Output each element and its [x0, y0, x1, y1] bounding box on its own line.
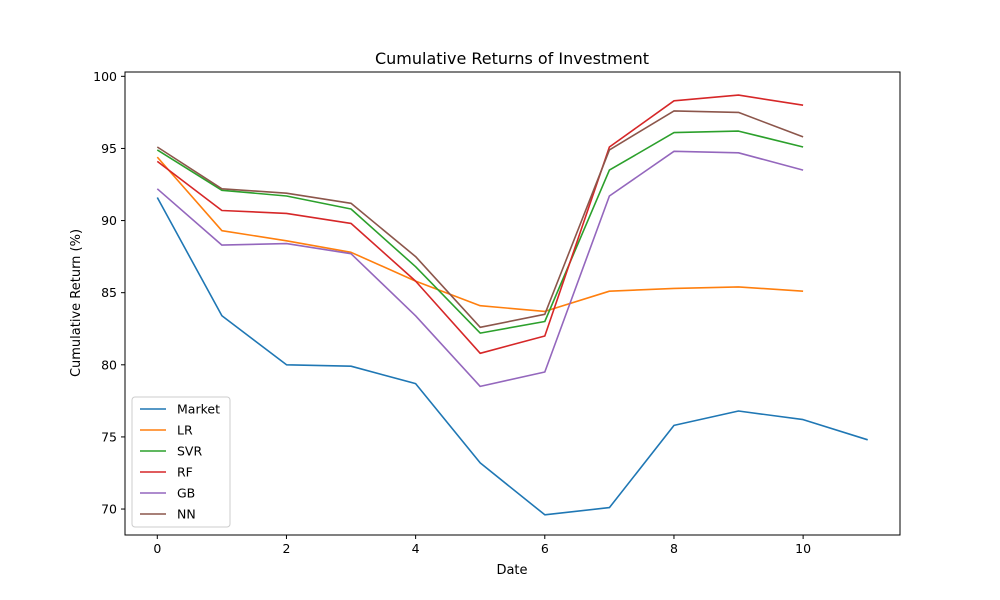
series-line-market	[156, 197, 868, 516]
legend: Market LR SVR RF GB NN	[131, 396, 231, 528]
chart-title: Cumulative Returns of Investment	[375, 49, 649, 68]
y-axis: 70 75 80 85 90 95 100	[93, 69, 125, 517]
y-tick-label: 100	[93, 69, 117, 84]
y-tick-label: 80	[101, 357, 117, 372]
legend-label-gb: GB	[177, 486, 195, 501]
series-line-svr	[156, 130, 804, 334]
x-tick-label: 8	[670, 541, 678, 556]
legend-label-nn: NN	[177, 507, 196, 522]
x-tick-label: 4	[412, 541, 420, 556]
x-axis-label: Date	[496, 563, 527, 578]
legend-label-rf: RF	[177, 465, 193, 480]
y-axis-label: Cumulative Return (%)	[69, 229, 84, 377]
x-tick-label: 2	[282, 541, 290, 556]
plot-frame	[124, 71, 901, 536]
x-tick-label: 10	[795, 541, 811, 556]
series-lines	[156, 94, 868, 516]
series-line-rf	[156, 94, 804, 355]
y-tick-label: 95	[101, 141, 117, 156]
legend-label-lr: LR	[177, 423, 193, 438]
x-tick-label: 0	[153, 541, 161, 556]
x-axis: 0 2 4 6 8 10	[153, 535, 811, 556]
legend-label-market: Market	[177, 402, 220, 417]
series-line-nn	[156, 110, 804, 329]
series-line-lr	[156, 156, 804, 313]
y-tick-label: 70	[101, 502, 117, 517]
y-tick-label: 85	[101, 285, 117, 300]
y-tick-label: 75	[101, 429, 117, 444]
y-tick-label: 90	[101, 213, 117, 228]
series-line-gb	[156, 150, 804, 388]
x-tick-label: 6	[541, 541, 549, 556]
legend-label-svr: SVR	[177, 444, 202, 459]
